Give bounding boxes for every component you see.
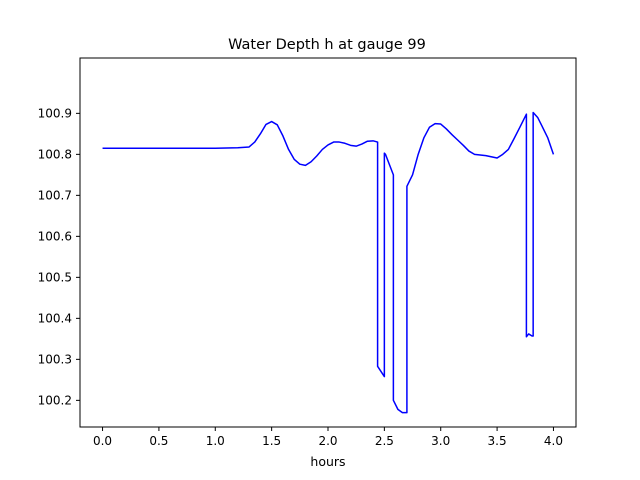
x-tick-label: 0.0 [93, 434, 112, 448]
x-tick-label: 3.5 [488, 434, 507, 448]
x-tick-label: 4.0 [544, 434, 563, 448]
y-tick-label: 100.3 [38, 352, 72, 366]
axes-frame [79, 57, 577, 428]
y-axis-ticks: 100.2 100.3 100.4 100.5 100.6 100.7 100.8 100.9 [38, 106, 80, 407]
y-tick-label: 100.9 [38, 106, 72, 120]
x-tick-label: 3.0 [431, 434, 450, 448]
y-tick-label: 100.8 [38, 147, 72, 161]
y-tick-label: 100.6 [38, 229, 72, 243]
series-line-0 [102, 111, 555, 414]
y-tick-label: 100.5 [38, 270, 72, 284]
x-tick-label: 2.0 [318, 434, 337, 448]
y-tick-label: 100.7 [38, 188, 72, 202]
x-axis-label: hours [310, 454, 345, 469]
y-tick-label: 100.4 [38, 311, 72, 325]
x-tick-label: 1.0 [206, 434, 225, 448]
chart-title: Water Depth h at gauge 99 [228, 37, 426, 53]
x-tick-label: 0.5 [149, 434, 168, 448]
x-tick-label: 2.5 [375, 434, 394, 448]
plot-area [102, 111, 555, 414]
x-tick-label: 1.5 [262, 434, 281, 448]
y-tick-label: 100.2 [38, 393, 72, 407]
x-axis-ticks: 0.0 0.5 1.0 1.5 2.0 2.5 3.0 3.5 4.0 [93, 427, 563, 448]
